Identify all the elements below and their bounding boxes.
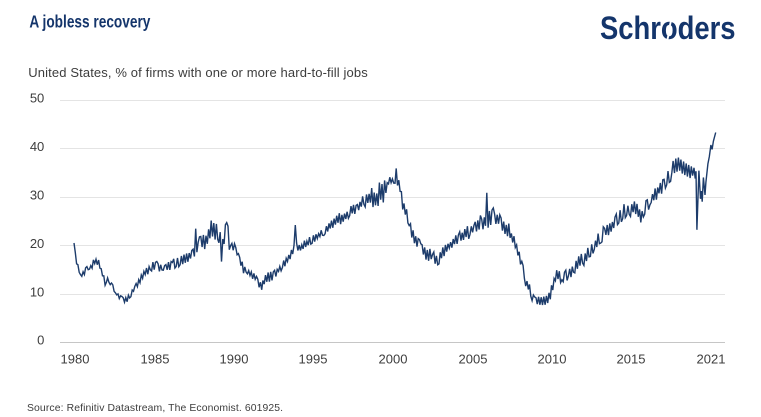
svg-text:1985: 1985 xyxy=(141,352,170,367)
svg-text:2021: 2021 xyxy=(697,352,726,367)
svg-text:30: 30 xyxy=(30,187,44,202)
svg-text:Schroders: Schroders xyxy=(600,10,736,46)
svg-text:0: 0 xyxy=(37,333,44,348)
svg-text:40: 40 xyxy=(30,139,44,154)
svg-text:10: 10 xyxy=(30,284,44,299)
svg-text:1995: 1995 xyxy=(299,352,328,367)
svg-text:2000: 2000 xyxy=(379,352,408,367)
svg-text:United States, % of firms with: United States, % of firms with one or mo… xyxy=(28,65,368,80)
svg-text:2015: 2015 xyxy=(617,352,646,367)
svg-text:A jobless recovery: A jobless recovery xyxy=(29,12,150,32)
svg-text:1980: 1980 xyxy=(61,352,90,367)
svg-text:Source: Refinitiv Datastream,: Source: Refinitiv Datastream, The Econom… xyxy=(27,403,283,414)
svg-text:1990: 1990 xyxy=(220,352,249,367)
svg-text:2010: 2010 xyxy=(538,352,567,367)
svg-text:2005: 2005 xyxy=(459,352,488,367)
svg-text:20: 20 xyxy=(30,236,44,251)
svg-text:50: 50 xyxy=(30,91,44,106)
